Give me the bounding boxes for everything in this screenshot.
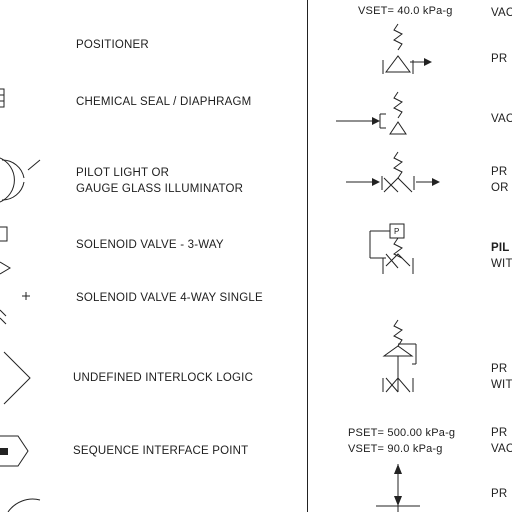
solenoid-3way-icon [0, 226, 8, 242]
sequence-hexagon-icon [0, 435, 29, 467]
pressure-relief-diaphragm-icon [382, 319, 417, 393]
pilot-light-icon [0, 157, 41, 203]
label-right-1: VAC [491, 7, 512, 19]
label-right-8: PR [491, 488, 508, 500]
label-right-4b: OR [491, 182, 509, 194]
label-positioner: POSITIONER [76, 39, 149, 51]
pilot-operated-valve-icon: P [369, 223, 414, 274]
solenoid-4way-icon [0, 261, 30, 325]
label-right-3: VAC [491, 113, 512, 125]
chemical-seal-icon [0, 88, 5, 108]
label-pilot-light-line2: GAUGE GLASS ILLUMINATOR [76, 183, 244, 195]
label-sequence-interface: SEQUENCE INTERFACE POINT [73, 445, 249, 457]
label-right-5b: WIT [491, 258, 512, 270]
partial-circle-icon [7, 498, 41, 512]
annotation-vset-bottom: VSET= 90.0 kPa-g [348, 443, 443, 455]
label-right-6a: PR [491, 363, 508, 375]
bidirectional-relief-icon [376, 464, 420, 512]
label-right-7b: VAC [491, 443, 512, 455]
right-symbols: P [336, 23, 440, 512]
label-right-7a: PR [491, 427, 508, 439]
annotation-pset: PSET= 500.00 kPa-g [348, 427, 456, 439]
vacuum-relief-valve-icon [382, 23, 432, 74]
label-right-5a: PIL [491, 242, 510, 254]
interlock-diamond-icon [3, 351, 31, 405]
label-interlock-logic: UNDEFINED INTERLOCK LOGIC [73, 372, 254, 384]
label-solenoid-3way: SOLENOID VALVE - 3-WAY [76, 239, 224, 251]
label-right-6b: WIT [491, 379, 512, 391]
label-right-4a: PR [491, 166, 508, 178]
label-pilot-light-line1: PILOT LIGHT OR [76, 167, 170, 179]
vacuum-inlet-valve-icon [336, 91, 407, 135]
label-right-2: PR [491, 53, 508, 65]
annotation-vset-top: VSET= 40.0 kPa-g [358, 5, 453, 17]
label-chemical-seal: CHEMICAL SEAL / DIAPHRAGM [76, 96, 252, 108]
pilot-box-letter: P [394, 227, 399, 236]
column-divider [307, 0, 308, 512]
pressure-vacuum-relief-icon [346, 151, 440, 193]
left-symbols [0, 88, 41, 512]
label-solenoid-4way: SOLENOID VALVE 4-WAY SINGLE [76, 292, 263, 304]
